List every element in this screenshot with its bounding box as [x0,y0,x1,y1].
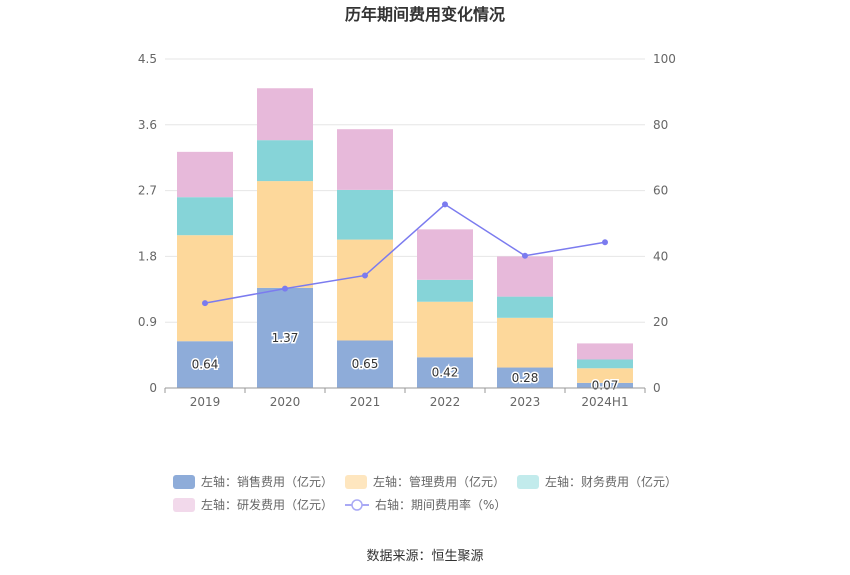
bar-value-label: 1.37 [272,331,299,345]
legend-swatch [517,475,539,489]
rate-point[interactable] [362,272,368,279]
y-left-tick: 4.5 [138,52,157,66]
x-tick-label: 2022 [430,395,461,409]
x-tick-label: 2020 [270,395,301,409]
rate-point[interactable] [282,285,288,292]
bar-segment[interactable] [177,151,233,198]
legend-item[interactable]: 左轴：销售费用（亿元） [173,474,333,489]
x-tick-label: 2023 [510,395,541,409]
y-left-tick: 0.9 [138,315,157,329]
bar-segment[interactable] [257,287,313,388]
legend-label: 左轴：研发费用（亿元） [201,497,333,512]
value-labels: 0.64 1.37 0.65 0.42 0.28 0.07 [190,329,620,394]
legend-marker [351,499,363,511]
bar-segment[interactable] [257,140,313,182]
x-tick-label: 2019 [190,395,221,409]
bar-value-label: 0.65 [352,357,379,371]
bar-segment[interactable] [177,341,233,388]
legend-item[interactable]: 左轴：研发费用（亿元） [173,497,333,512]
axes: 0 0 0.9 20 1.8 40 2.7 60 3.6 80 4.5 100 2019 2020 2021… [138,52,676,409]
legend[interactable]: 左轴：销售费用（亿元） 左轴：管理费用（亿元） 左轴：财务费用（亿元） 左轴：研发费用… [173,474,677,512]
bar-segment[interactable] [337,189,393,240]
chart-title: 历年期间费用变化情况 [345,5,505,24]
rate-point[interactable] [602,239,608,246]
bar-segment[interactable] [177,235,233,342]
y-left-tick: 1.8 [138,249,157,263]
bar-segment[interactable] [577,359,633,369]
y-right-tick: 60 [653,184,668,198]
legend-swatch [345,475,367,489]
rate-point[interactable] [442,201,448,208]
rate-point[interactable] [522,252,528,259]
data-source: 数据来源：恒生聚源 [366,549,483,564]
legend-swatch [173,475,195,489]
x-tick-label: 2024H1 [581,395,628,409]
legend-label: 右轴：期间费用率（%） [375,497,506,512]
y-left-tick: 0 [149,381,157,395]
y-right-tick: 100 [653,52,676,66]
bar-segment[interactable] [577,368,633,383]
bar-segment[interactable] [417,301,473,358]
bar-value-label: 0.64 [192,358,219,372]
bar-value-label: 0.07 [592,378,619,392]
bar-segment[interactable] [417,357,473,388]
bar-segment[interactable] [497,317,553,368]
bar-segment[interactable] [337,340,393,388]
bar-value-label: 0.42 [432,366,459,380]
bar-segment[interactable] [337,129,393,190]
legend-label: 左轴：管理费用（亿元） [373,474,505,489]
legend-item[interactable]: 左轴：财务费用（亿元） [517,474,677,489]
bar-segment[interactable] [177,197,233,236]
legend-label: 左轴：财务费用（亿元） [545,474,677,489]
y-right-tick: 80 [653,118,668,132]
y-left-tick: 3.6 [138,118,157,132]
bar-segment[interactable] [577,382,633,388]
rate-line [202,201,608,307]
bar-segment[interactable] [497,256,553,297]
rate-line-path [204,203,606,304]
bar-segment[interactable] [577,343,633,360]
y-right-tick: 0 [653,381,661,395]
y-right-tick: 40 [653,249,668,263]
legend-label: 左轴：销售费用（亿元） [201,474,333,489]
grid [165,58,645,323]
bar-segment[interactable] [417,229,473,280]
bar-segment[interactable] [497,296,553,318]
bar-segment[interactable] [257,88,313,141]
legend-swatch [173,498,195,512]
bars [177,88,633,388]
bar-segment[interactable] [337,239,393,341]
legend-item[interactable]: 左轴：管理费用（亿元） [345,474,505,489]
y-left-tick: 2.7 [138,184,157,198]
y-right-tick: 20 [653,315,668,329]
bar-segment[interactable] [417,279,473,302]
bar-value-label: 0.28 [512,371,539,385]
bar-segment[interactable] [497,367,553,388]
rate-point[interactable] [202,300,208,307]
legend-item[interactable]: 右轴：期间费用率（%） [345,497,506,512]
bar-segment[interactable] [257,181,313,288]
x-tick-label: 2021 [350,395,381,409]
